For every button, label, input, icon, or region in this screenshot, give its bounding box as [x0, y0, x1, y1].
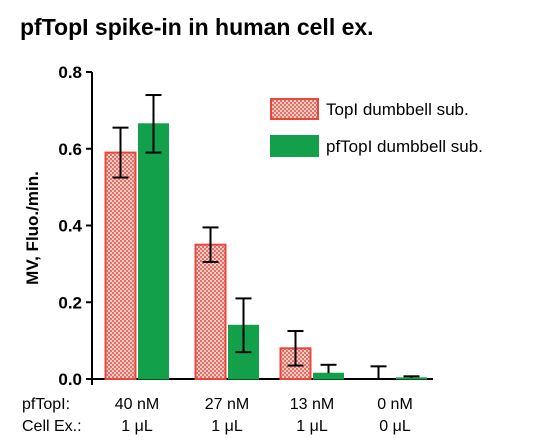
y-axis: 0.0 0.2 0.4 0.6 0.8: [58, 63, 93, 389]
y-tick-label: 0.8: [58, 63, 82, 82]
error-bars: [112, 94, 420, 379]
condition-row-label: Cell Ex.:: [22, 418, 82, 435]
condition-value: 13 nM: [290, 396, 334, 413]
condition-value: 1 μL: [121, 418, 153, 435]
legend-swatch: [270, 98, 319, 120]
y-tick-label: 0.0: [58, 370, 82, 389]
bar: [138, 123, 169, 380]
condition-value: 1 μL: [211, 418, 243, 435]
bar: [194, 243, 227, 380]
condition-value: 40 nM: [115, 396, 159, 413]
bars: [104, 123, 427, 380]
y-tick-label: 0.6: [58, 140, 82, 159]
legend-label: TopI dumbbell sub.: [326, 100, 469, 119]
condition-value: 0 nM: [377, 396, 413, 413]
legend-swatch: [270, 135, 319, 157]
condition-row-label: pfTopI:: [22, 396, 70, 413]
y-tick-label: 0.4: [58, 217, 82, 236]
condition-table: pfTopI: 40 nM 27 nM 13 nM 0 nM Cell Ex.: 1 μL 1…: [22, 396, 413, 435]
bar: [104, 151, 137, 380]
condition-value: 27 nM: [205, 396, 249, 413]
bar: [313, 372, 344, 380]
chart-title: pfTopI spike-in in human cell ex.: [20, 14, 374, 40]
condition-value: 0 μL: [379, 418, 411, 435]
bar: [396, 377, 427, 380]
legend-label: pfTopI dumbbell sub.: [326, 137, 483, 156]
y-axis-title: MV, Fluo./min.: [23, 171, 42, 285]
y-tick-label: 0.2: [58, 293, 82, 312]
condition-value: 1 μL: [296, 418, 328, 435]
legend: TopI dumbbell sub. pfTopI dumbbell sub.: [270, 98, 483, 157]
